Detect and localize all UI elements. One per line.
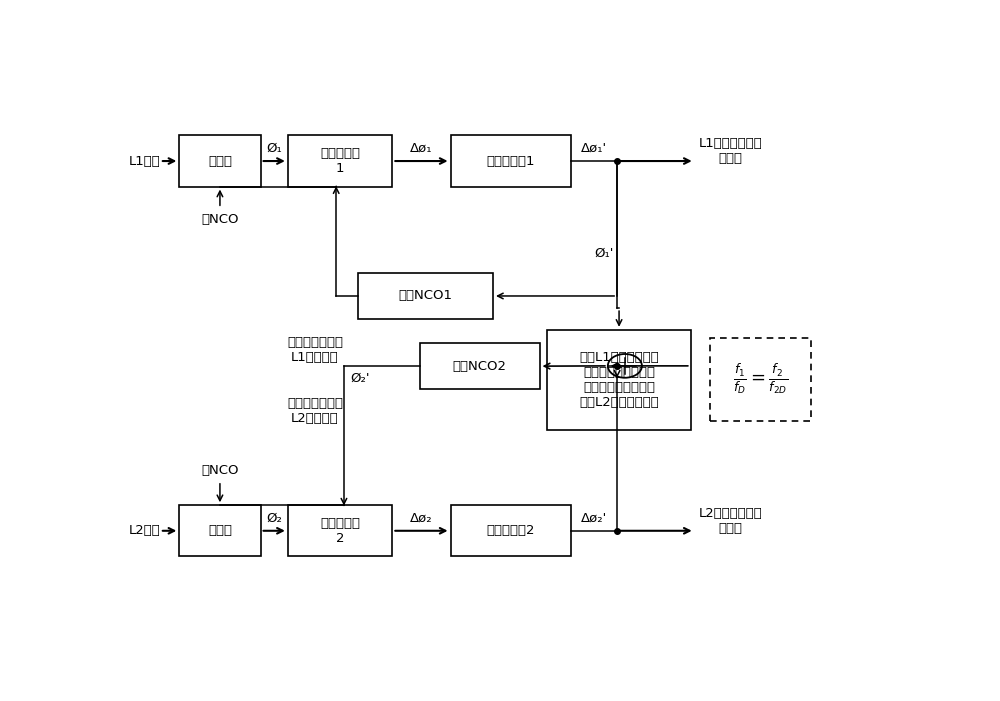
Text: Ø₁: Ø₁ — [266, 142, 282, 154]
Text: 码NCO: 码NCO — [201, 463, 239, 477]
Text: L2信号载波相位
输出值: L2信号载波相位 输出值 — [698, 507, 762, 535]
Text: Ø₂': Ø₂' — [350, 372, 370, 385]
Text: Δø₂: Δø₂ — [410, 511, 433, 524]
Text: 码剥离: 码剥离 — [208, 154, 232, 168]
Text: 根据L1信号的多普勒
频率误差，按照多普
勒频率和频率的关系
预测L2的多普勒频差: 根据L1信号的多普勒 频率误差，按照多普 勒频率和频率的关系 预测L2的多普勒频… — [579, 350, 659, 409]
Bar — [420, 343, 540, 389]
Text: 环路鉴相器
2: 环路鉴相器 2 — [320, 517, 360, 545]
Bar — [547, 329, 691, 430]
Text: L1信号: L1信号 — [129, 154, 161, 168]
Text: 码NCO: 码NCO — [201, 212, 239, 226]
Text: 环路滤波器1: 环路滤波器1 — [486, 154, 535, 168]
Bar — [358, 273, 493, 319]
Text: 环路NCO2: 环路NCO2 — [453, 360, 507, 373]
Text: Δø₁: Δø₁ — [410, 142, 433, 154]
Text: $\frac{f_1}{f_D} = \frac{f_2}{f_{2D}}$: $\frac{f_1}{f_D} = \frac{f_2}{f_{2D}}$ — [733, 362, 788, 396]
Bar — [179, 135, 261, 186]
Text: 环路鉴相器
1: 环路鉴相器 1 — [320, 147, 360, 175]
Text: 码剥离: 码剥离 — [208, 524, 232, 537]
Bar — [288, 135, 392, 186]
Bar — [288, 505, 392, 557]
Text: Δø₁': Δø₁' — [581, 142, 607, 154]
Bar — [450, 135, 571, 186]
Text: Δø₂': Δø₂' — [581, 511, 607, 524]
Bar — [710, 338, 811, 421]
Bar — [450, 505, 571, 557]
Text: L2信号: L2信号 — [129, 524, 161, 537]
Text: Ø₂: Ø₂ — [266, 511, 282, 524]
Text: 环路中心频率为
L1载波频率: 环路中心频率为 L1载波频率 — [287, 336, 343, 364]
Text: Ø₁': Ø₁' — [594, 247, 613, 259]
Text: 环路中心频率为
L2载波频率: 环路中心频率为 L2载波频率 — [287, 397, 343, 425]
Text: 环路NCO1: 环路NCO1 — [398, 290, 452, 302]
Text: L1信号载波相位
输出值: L1信号载波相位 输出值 — [698, 137, 762, 165]
Text: 环路滤波器2: 环路滤波器2 — [486, 524, 535, 537]
Bar — [179, 505, 261, 557]
